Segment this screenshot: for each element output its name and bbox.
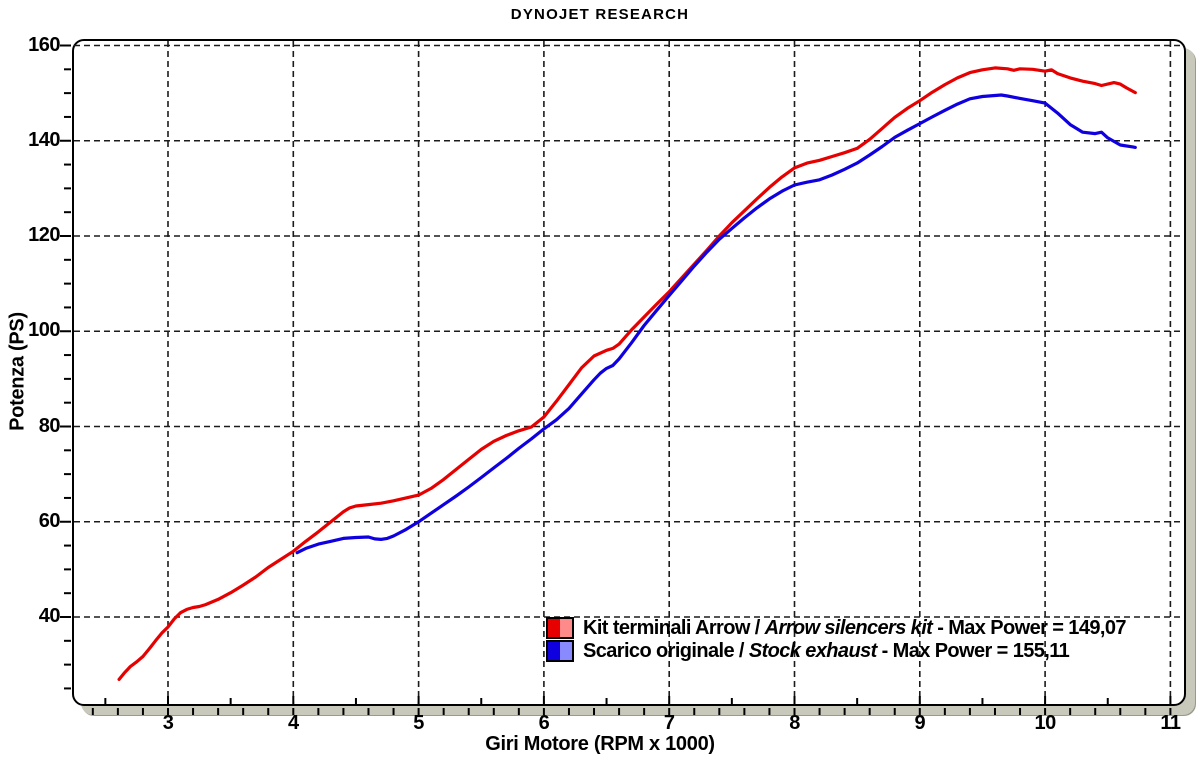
x-tick-label-6: 6 — [538, 712, 550, 734]
legend-label-stock-exhaust: Scarico originale / Stock exhaust - Max … — [583, 640, 1070, 662]
legend-label-arrow-kit: Kit terminali Arrow / Arrow silencers ki… — [583, 617, 1126, 639]
y-tick-label-140: 140 — [28, 128, 60, 151]
y-tick-label-80: 80 — [38, 414, 61, 437]
y-tick-label-100: 100 — [28, 319, 60, 342]
legend-row-stock-exhaust: Scarico originale / Stock exhaust - Max … — [546, 640, 1126, 662]
x-tick-label-9: 9 — [914, 712, 926, 734]
x-tick-label-11: 11 — [1160, 712, 1181, 734]
x-tick-label-4: 4 — [287, 712, 299, 734]
x-tick-label-10: 10 — [1034, 712, 1056, 734]
x-tick-label-3: 3 — [162, 712, 174, 734]
y-tick-label-160: 160 — [28, 33, 60, 56]
legend: Kit terminali Arrow / Arrow silencers ki… — [546, 617, 1126, 662]
plot-frame — [72, 39, 1186, 706]
x-tick-label-5: 5 — [413, 712, 424, 734]
y-axis-title: Potenza (PS) — [6, 312, 29, 431]
legend-swatch-blue — [546, 640, 574, 662]
x-axis-title: Giri Motore (RPM x 1000) — [485, 733, 715, 755]
y-tick-label-120: 120 — [28, 224, 60, 246]
max-power-value-arrow: 149,07 — [1068, 617, 1126, 639]
max-power-value-stock: 155,11 — [1012, 640, 1070, 662]
y-tick-label-60: 60 — [38, 509, 61, 532]
legend-swatch-red — [546, 617, 574, 639]
x-tick-label-7: 7 — [663, 712, 675, 734]
y-tick-label-40: 40 — [38, 605, 61, 627]
legend-row-arrow-kit: Kit terminali Arrow / Arrow silencers ki… — [546, 617, 1126, 639]
chart-title: DYNOJET RESEARCH — [510, 6, 690, 23]
x-tick-label-8: 8 — [789, 712, 800, 734]
